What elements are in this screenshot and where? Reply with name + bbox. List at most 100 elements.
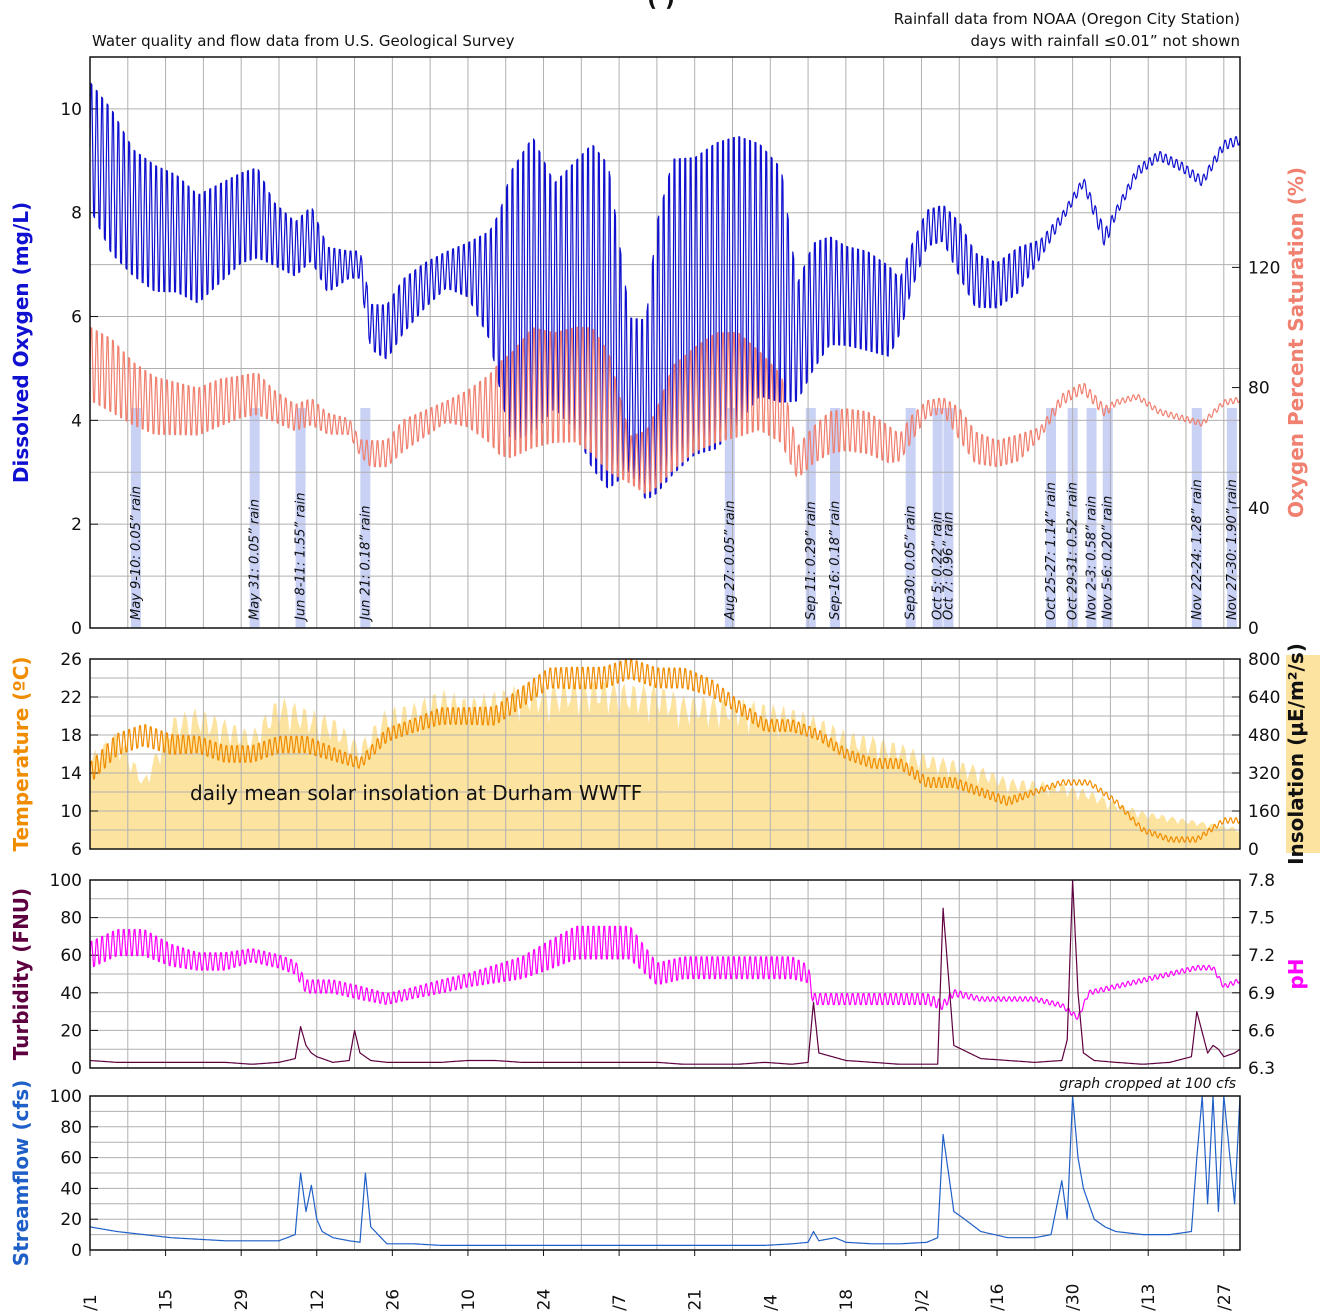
rain-band	[805, 408, 816, 628]
x-tick-label: 9/4	[761, 1294, 781, 1311]
rain-event-label: Jun 21: 0.18” rain	[358, 506, 373, 623]
turbidity-frame	[89, 879, 1241, 1069]
oxygen-ylabel-left: Dissolved Oxygen (mg/L)	[9, 202, 33, 483]
x-tick-label: 11/27	[1215, 1284, 1235, 1311]
oxygen-panel: 0 2 4 6 8 10 0 40 80 120 May 9-10: 0.05” rain May 3…	[9, 56, 1308, 639]
rain-event-label: Oct 29-31: 0.52” rain	[1066, 482, 1081, 620]
y-tick-label-right: 6.9	[1248, 984, 1275, 1004]
source-right-note-1: Rainfall data from NOAA (Oregon City Sta…	[894, 10, 1240, 28]
streamflow-line	[89, 1095, 1241, 1246]
rain-band	[1226, 408, 1237, 628]
y-tick-label-right: 0	[1248, 619, 1259, 639]
insolation-area	[90, 678, 1240, 849]
rain-event-label: May 31: 0.05” rain	[248, 499, 263, 620]
rain-band	[943, 408, 954, 628]
turbidity-line	[89, 879, 1241, 1065]
x-tick-label: 5/29	[232, 1289, 252, 1311]
y-tick-label-right: 40	[1248, 499, 1270, 519]
rain-event-label: Jun 8-11: 1.55” rain	[294, 493, 309, 623]
rain-band	[295, 408, 306, 628]
oxygen-percent-saturation-line	[89, 326, 1241, 494]
rain-event-label: Oct 5: 0.22” rain	[931, 512, 946, 620]
rain-event-label: Oct 7: 0.96” rain	[941, 512, 956, 620]
y-tick-label-left: 4	[71, 411, 82, 431]
y-tick-label-right: 7.5	[1248, 909, 1275, 929]
rain-band	[905, 408, 916, 628]
oxygen-frame	[89, 56, 1241, 629]
y-tick-label-right: 800	[1248, 650, 1280, 670]
y-tick-label-left: 80	[60, 1118, 82, 1138]
y-tick-label-right: 120	[1248, 258, 1280, 278]
y-tick-label-left: 6	[71, 840, 82, 860]
y-tick-label-left: 20	[60, 1021, 82, 1041]
turbidity-ylabel-right: pH	[1284, 958, 1308, 989]
x-tick-label: 5/15	[157, 1289, 177, 1311]
streamflow-frame	[89, 1095, 1241, 1251]
y-tick-label-right: 0	[1248, 840, 1259, 860]
turbidity-ylabel-left: Turbidity (FNU)	[9, 888, 33, 1060]
y-tick-label-left: 14	[60, 764, 82, 784]
rain-band	[130, 408, 141, 628]
y-tick-label-left: 10	[60, 802, 82, 822]
rain-event-label: Sep30: 0.05” rain	[904, 505, 919, 620]
temperature-panel: 6 10 14 18 22 26 0 160 320 480 640 800 daily mean so…	[9, 643, 1320, 865]
rain-band	[724, 408, 735, 628]
x-tick-label: 8/7	[610, 1294, 630, 1311]
x-tick-label: 6/12	[308, 1289, 328, 1311]
rain-band	[932, 408, 943, 628]
y-tick-label-left: 40	[60, 984, 82, 1004]
rain-band	[360, 408, 371, 628]
rain-event-label: Oct 25-27: 1.14” rain	[1044, 482, 1059, 620]
temperature-ylabel-right: Insolation (µE/m²/s)	[1284, 643, 1308, 865]
y-tick-label-right: 6.6	[1248, 1021, 1275, 1041]
x-tick-label: 7-24	[535, 1289, 555, 1311]
y-tick-label-left: 6	[71, 308, 82, 328]
y-tick-label-right: 7.2	[1248, 946, 1275, 966]
y-tick-label-left: 60	[60, 946, 82, 966]
chart-title-fragment: ( )	[647, 0, 675, 12]
temperature-annotation: daily mean solar insolation at Durham WW…	[190, 781, 642, 805]
y-tick-label-right: 320	[1248, 764, 1280, 784]
rain-event-label: Sep 11: 0.29” rain	[804, 501, 819, 620]
y-tick-label-left: 2	[71, 515, 82, 535]
source-left-note: Water quality and flow data from U.S. Ge…	[92, 32, 515, 50]
x-tick-label: 7/10	[459, 1289, 479, 1311]
y-tick-label-right: 6.3	[1248, 1059, 1275, 1079]
x-tick-label: 8/21	[686, 1289, 706, 1311]
y-tick-label-left: 0	[71, 619, 82, 639]
streamflow-ylabel-left: Streamflow (cfs)	[9, 1080, 33, 1266]
y-tick-label-left: 60	[60, 1149, 82, 1169]
y-tick-label-left: 22	[60, 688, 82, 708]
y-tick-label-left: 100	[50, 1087, 82, 1107]
y-tick-label-left: 80	[60, 909, 82, 929]
rain-event-label: Aug 27: 0.05” rain	[723, 500, 738, 621]
x-tick-label: 10/2	[912, 1289, 932, 1311]
oxygen-ylabel-right: Oxygen Percent Saturation (%)	[1284, 167, 1308, 518]
y-tick-label-right: 7.8	[1248, 871, 1275, 891]
rain-event-label: May 9-10: 0.05” rain	[129, 486, 144, 620]
rain-band	[830, 408, 841, 628]
rain-event-label: Sep-16: 0.18” rain	[828, 501, 843, 620]
rain-event-label: Nov 2-3: 0.58” rain	[1085, 496, 1100, 620]
x-tick-label: 10/16	[988, 1284, 1008, 1311]
streamflow-annotation: graph cropped at 100 cfs	[1059, 1076, 1236, 1092]
rain-event-label: Nov 22-24: 1.28” rain	[1190, 479, 1205, 620]
x-tick-label: 5/1	[81, 1294, 101, 1311]
source-right-note-2: days with rainfall ≤0.01” not shown	[971, 32, 1241, 50]
x-tick-label: 9/18	[837, 1289, 857, 1311]
y-tick-label-right: 160	[1248, 802, 1280, 822]
y-tick-label-left: 18	[60, 726, 82, 746]
rain-band	[249, 408, 260, 628]
y-tick-label-right: 480	[1248, 726, 1280, 746]
y-tick-label-left: 40	[60, 1179, 82, 1199]
grid	[89, 1095, 1240, 1251]
streamflow-panel: 0 20 40 60 80 100 graph cropped at 100 cfs Stre…	[9, 1076, 1241, 1266]
y-tick-label-left: 26	[60, 650, 82, 670]
rain-event-label: Nov 27-30: 1.90” rain	[1225, 479, 1240, 620]
y-tick-label-left: 100	[50, 871, 82, 891]
rain-band	[1191, 408, 1202, 628]
y-tick-label-left: 0	[71, 1059, 82, 1079]
